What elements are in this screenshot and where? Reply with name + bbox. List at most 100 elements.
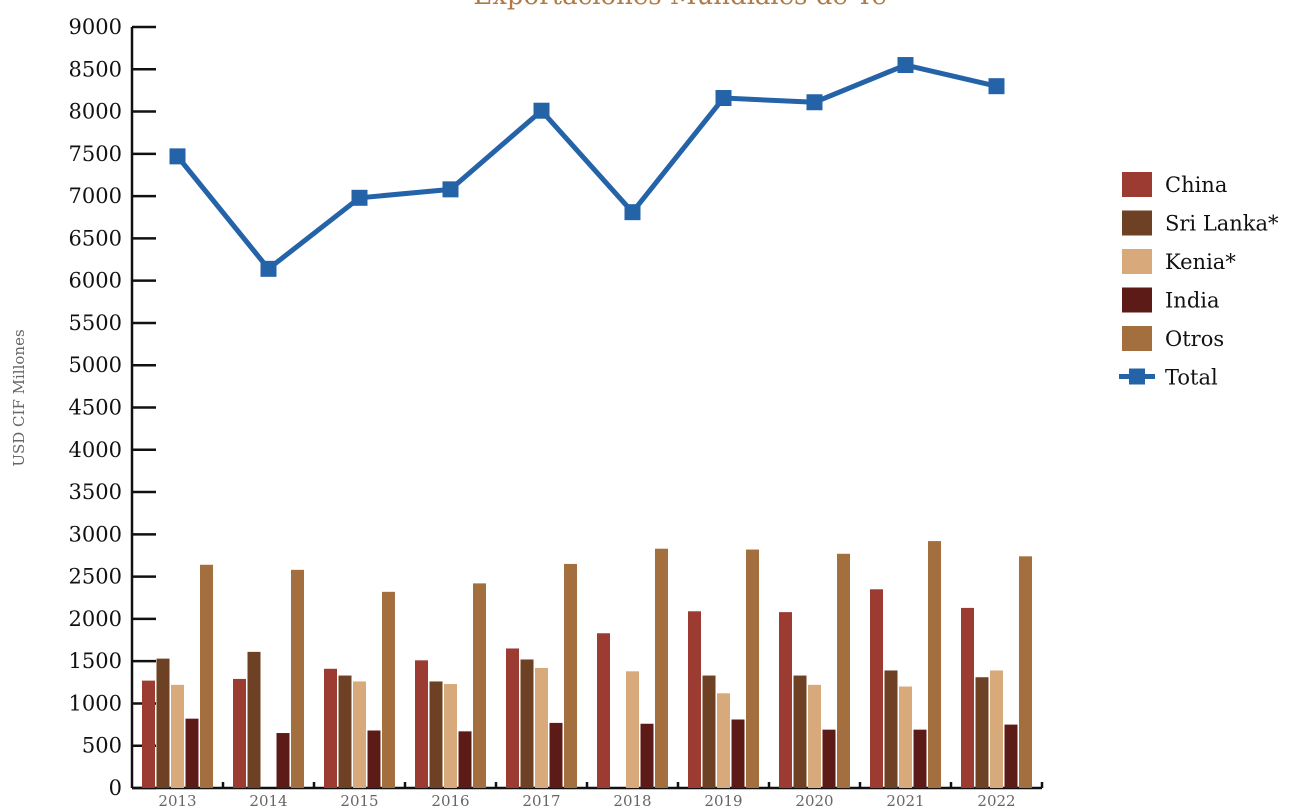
bar-otros: [473, 583, 486, 788]
total-line-group: [169, 57, 1005, 277]
bar-otros: [837, 553, 850, 788]
bar-srilanka: [793, 675, 807, 788]
x-tick-label: 2019: [704, 792, 742, 807]
y-tick-label: 8500: [69, 57, 122, 81]
bar-otros: [1019, 556, 1032, 788]
x-tick-label: 2021: [886, 792, 924, 807]
bar-kenia: [899, 686, 912, 788]
bar-china: [870, 589, 883, 788]
legend-swatch: [1122, 172, 1152, 197]
y-tick-label: 5500: [69, 311, 122, 335]
x-tick-label: 2016: [431, 792, 469, 807]
y-tick-label: 500: [82, 734, 122, 758]
bar-india: [276, 733, 290, 788]
legend-label: Kenia*: [1165, 250, 1236, 274]
bar-kenia: [808, 684, 821, 788]
bar-india: [913, 729, 927, 788]
bar-srilanka: [338, 675, 352, 788]
x-tick-label: 2020: [795, 792, 833, 807]
bar-otros: [382, 591, 395, 788]
bar-china: [233, 678, 246, 788]
y-tick-label: 2000: [69, 607, 122, 631]
bar-series-group: [142, 541, 1032, 788]
bar-kenia: [626, 671, 639, 788]
bar-otros: [746, 549, 759, 788]
y-tick-label: 3500: [69, 480, 122, 504]
x-tick-label: 2013: [158, 792, 196, 807]
bar-kenia: [444, 683, 457, 788]
bar-india: [185, 718, 199, 788]
bar-china: [688, 611, 701, 788]
bar-srilanka: [975, 677, 989, 788]
bar-india: [549, 722, 563, 788]
bar-china: [961, 607, 974, 788]
total-marker: [988, 78, 1005, 95]
bar-india: [458, 731, 472, 788]
bar-srilanka: [247, 651, 261, 788]
y-tick-label: 6000: [69, 269, 122, 293]
legend-label: Total: [1165, 366, 1218, 390]
legend-swatch: [1122, 287, 1152, 313]
x-tick-label: 2017: [522, 792, 560, 807]
total-marker: [260, 260, 277, 277]
bar-kenia: [535, 667, 548, 788]
legend-label: Otros: [1165, 327, 1224, 351]
y-tick-label: 0: [109, 776, 122, 800]
y-tick-label: 4000: [69, 438, 122, 462]
legend: China Sri Lanka* Kenia* India Otros Total: [1119, 172, 1279, 390]
bar-srilanka: [429, 681, 443, 788]
x-tick-label: 2022: [977, 792, 1015, 807]
y-tick-label: 1500: [69, 649, 122, 673]
y-tick-label: 9000: [69, 15, 122, 39]
y-tick-label: 1000: [69, 691, 122, 715]
bar-otros: [655, 548, 668, 788]
bar-india: [1004, 724, 1018, 788]
x-tick-label: 2018: [613, 792, 651, 807]
bar-otros: [928, 541, 941, 788]
legend-swatch: [1122, 249, 1152, 274]
bar-india: [640, 723, 654, 788]
total-marker: [806, 94, 823, 111]
bar-china: [415, 660, 428, 788]
y-tick-label: 8000: [69, 100, 122, 124]
y-tick-label: 7000: [69, 184, 122, 208]
bar-india: [731, 719, 745, 788]
y-tick-label: 2500: [69, 565, 122, 589]
legend-swatch: [1122, 326, 1152, 351]
y-axis: 0 500 1000 1500 2000 2500 3000 3500 4000 4500 5000…: [69, 15, 156, 800]
total-marker: [897, 57, 914, 74]
legend-label: Sri Lanka*: [1165, 212, 1279, 236]
y-tick-label: 7500: [69, 142, 122, 166]
legend-label: China: [1165, 173, 1227, 197]
bar-kenia: [353, 681, 366, 788]
bar-srilanka: [884, 670, 898, 788]
total-marker: [533, 102, 550, 119]
legend-swatch: [1122, 210, 1152, 236]
total-marker: [624, 204, 641, 221]
y-tick-label: 3000: [69, 522, 122, 546]
total-marker: [442, 181, 459, 198]
bar-china: [324, 668, 337, 788]
y-tick-label: 6500: [69, 226, 122, 250]
bar-srilanka: [520, 659, 534, 788]
x-axis: 2013 2014 2015 2016 2017 2018 2019 2020 2021 2022: [132, 782, 1044, 810]
legend-marker-swatch: [1129, 368, 1145, 385]
bar-otros: [564, 563, 577, 788]
total-marker: [715, 90, 732, 107]
bar-china: [597, 633, 610, 788]
legend-label: India: [1165, 289, 1220, 313]
bar-srilanka: [156, 658, 170, 788]
bar-kenia: [717, 693, 730, 788]
bar-otros: [200, 564, 213, 788]
x-tick-label: 2015: [340, 792, 378, 807]
total-line: [175, 62, 998, 272]
bar-india: [367, 730, 381, 788]
y-tick-label: 4500: [69, 396, 122, 420]
y-axis-title: USD CIF Millones: [10, 329, 28, 466]
total-marker: [169, 148, 186, 165]
x-tick-label: 2014: [249, 792, 287, 807]
y-tick-label: 5000: [69, 353, 122, 377]
bar-kenia: [171, 684, 184, 788]
